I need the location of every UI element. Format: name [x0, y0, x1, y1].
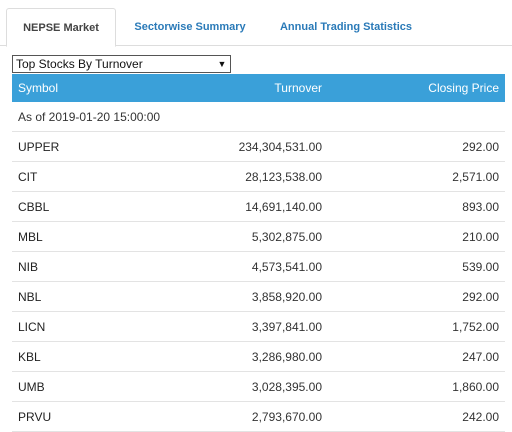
cell-symbol: MBL: [18, 229, 43, 244]
table-row: PRVU 2,793,670.00 242.00: [12, 402, 505, 432]
tab-nepse-market[interactable]: NEPSE Market: [6, 8, 116, 47]
cell-symbol: UPPER: [18, 139, 60, 154]
header-turnover[interactable]: Turnover: [274, 81, 322, 95]
triangle-down-icon: ▼: [217, 59, 227, 69]
header-symbol[interactable]: Symbol: [18, 81, 59, 95]
cell-closing-price: 2,571.00: [452, 169, 499, 184]
cell-symbol: PRVU: [18, 409, 52, 424]
cell-turnover: 2,793,670.00: [251, 409, 322, 424]
cell-symbol: KBL: [18, 349, 41, 364]
tab-sectorwise-summary[interactable]: Sectorwise Summary: [134, 21, 246, 33]
cell-closing-price: 893.00: [462, 199, 499, 214]
table-row: NBL 3,858,920.00 292.00: [12, 282, 505, 312]
cell-turnover: 5,302,875.00: [251, 229, 322, 244]
as-of-timestamp: As of 2019-01-20 15:00:00: [12, 102, 505, 132]
cell-symbol: NBL: [18, 289, 42, 304]
table-row: UPPER 234,304,531.00 292.00: [12, 132, 505, 162]
cell-symbol: CBBL: [18, 199, 50, 214]
table-row: KBL 3,286,980.00 247.00: [12, 342, 505, 372]
cell-turnover: 3,286,980.00: [251, 349, 322, 364]
table-row: CBBL 14,691,140.00 893.00: [12, 192, 505, 222]
tab-annual-trading-statistics[interactable]: Annual Trading Statistics: [279, 21, 413, 33]
top-stocks-table: Symbol Turnover Closing Price As of 2019…: [12, 74, 505, 432]
stock-filter-select[interactable]: Top Stocks By Turnover ▼: [12, 55, 231, 73]
cell-closing-price: 242.00: [462, 409, 499, 424]
table-row: UMB 3,028,395.00 1,860.00: [12, 372, 505, 402]
cell-closing-price: 1,752.00: [452, 319, 499, 334]
cell-symbol: UMB: [18, 379, 45, 394]
cell-closing-price: 539.00: [462, 259, 499, 274]
cell-turnover: 14,691,140.00: [245, 199, 322, 214]
table-row: CIT 28,123,538.00 2,571.00: [12, 162, 505, 192]
cell-turnover: 3,858,920.00: [251, 289, 322, 304]
cell-closing-price: 247.00: [462, 349, 499, 364]
cell-turnover: 4,573,541.00: [251, 259, 322, 274]
cell-turnover: 234,304,531.00: [238, 139, 322, 154]
cell-turnover: 3,028,395.00: [251, 379, 322, 394]
cell-symbol: LICN: [18, 319, 46, 334]
table-row: NIB 4,573,541.00 539.00: [12, 252, 505, 282]
cell-turnover: 3,397,841.00: [251, 319, 322, 334]
cell-closing-price: 210.00: [462, 229, 499, 244]
cell-closing-price: 292.00: [462, 139, 499, 154]
header-closing-price[interactable]: Closing Price: [428, 81, 499, 95]
cell-symbol: CIT: [18, 169, 38, 184]
cell-symbol: NIB: [18, 259, 39, 274]
table-body: UPPER 234,304,531.00 292.00 CIT 28,123,538.0…: [12, 132, 505, 432]
cell-turnover: 28,123,538.00: [245, 169, 322, 184]
stock-filter-value: Top Stocks By Turnover: [16, 57, 143, 71]
cell-closing-price: 1,860.00: [452, 379, 499, 394]
table-row: LICN 3,397,841.00 1,752.00: [12, 312, 505, 342]
table-row: MBL 5,302,875.00 210.00: [12, 222, 505, 252]
table-header: Symbol Turnover Closing Price: [12, 74, 505, 102]
cell-closing-price: 292.00: [462, 289, 499, 304]
tab-bar: NEPSE Market Sectorwise Summary Annual T…: [0, 0, 512, 47]
